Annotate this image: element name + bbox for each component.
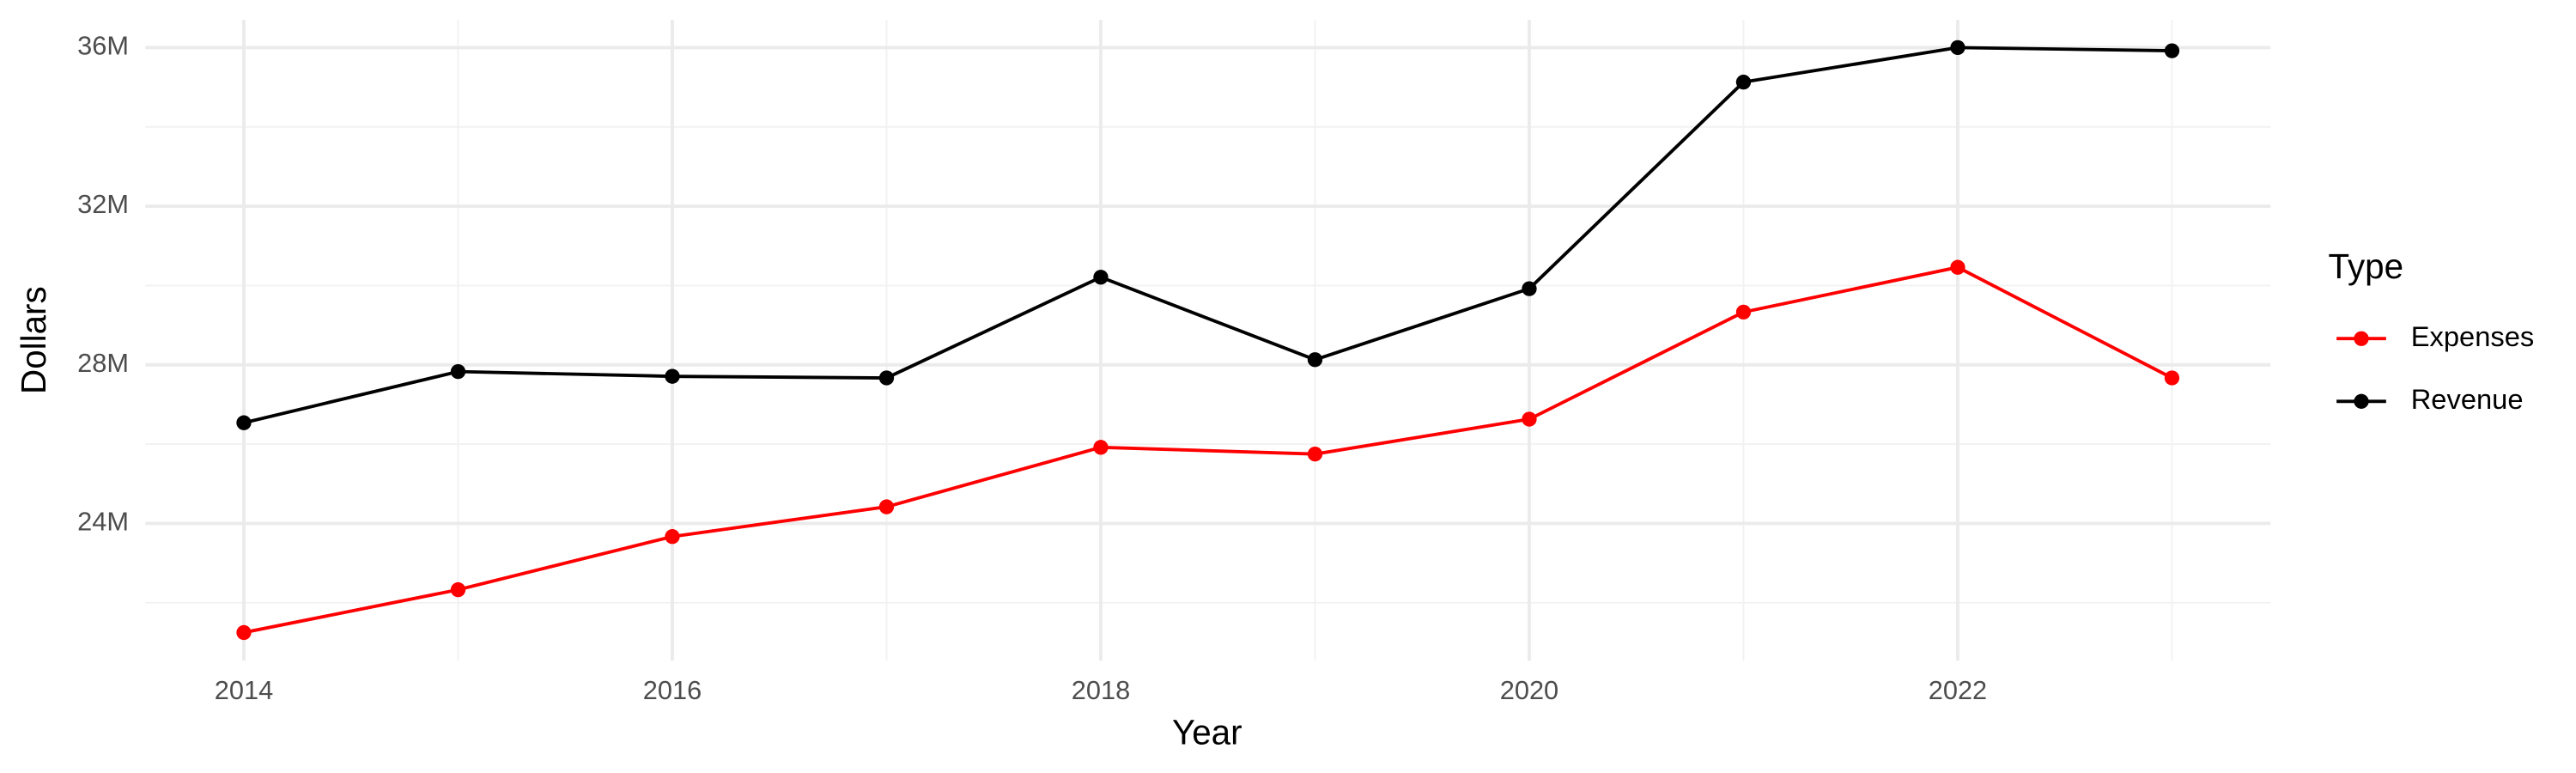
data-point — [1307, 352, 1323, 368]
data-point — [1735, 74, 1752, 90]
data-point — [1093, 440, 1109, 455]
legend-dot — [2354, 331, 2369, 346]
data-point — [665, 368, 680, 384]
series-line — [243, 265, 2173, 635]
data-point — [450, 581, 466, 598]
data-point — [1950, 259, 1965, 275]
x-tick-label: 2014 — [215, 675, 273, 705]
x-tick-label: 2018 — [1072, 675, 1130, 705]
data-point — [1307, 447, 1323, 462]
y-axis-title: Dollars — [14, 286, 53, 394]
data-point — [1522, 281, 1537, 296]
data-point — [1950, 40, 1965, 56]
x-tick-label: 2020 — [1500, 675, 1558, 705]
data-point — [236, 624, 252, 641]
y-tick-label: 36M — [77, 31, 129, 61]
legend-title: Type — [2329, 247, 2404, 286]
data-point — [450, 363, 466, 380]
y-tick-label: 24M — [77, 507, 129, 537]
y-tick-label: 32M — [77, 189, 129, 219]
data-point — [1735, 304, 1752, 320]
data-point — [665, 529, 680, 545]
data-point — [1093, 270, 1109, 285]
data-point — [878, 499, 895, 514]
legend-label: Expenses — [2411, 320, 2535, 352]
x-tick-label: 2022 — [1929, 675, 1987, 705]
x-axis-title: Year — [1172, 712, 1242, 752]
data-point — [236, 415, 252, 430]
data-point — [1522, 411, 1537, 427]
legend-label: Revenue — [2411, 383, 2524, 415]
x-tick-label: 2016 — [643, 675, 702, 705]
data-point — [2164, 370, 2180, 386]
y-tick-label: 28M — [77, 348, 129, 378]
series-line — [243, 46, 2172, 425]
data-point — [2164, 43, 2180, 58]
data-point — [878, 370, 895, 386]
legend-dot — [2354, 393, 2369, 409]
